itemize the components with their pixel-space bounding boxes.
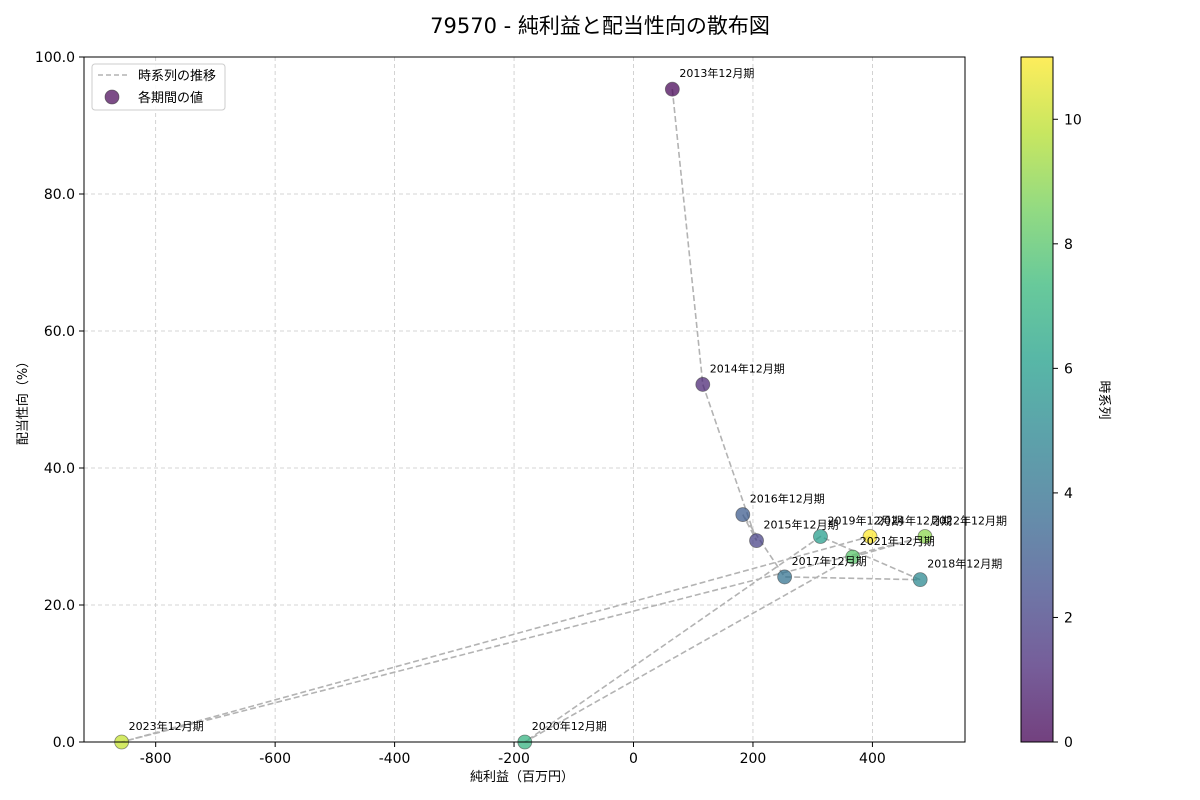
y-tick-label: 0.0 — [53, 735, 75, 751]
colorbar-frame — [1020, 56, 1054, 743]
x-tick-label: -600 — [259, 751, 291, 767]
x-tick-label: -400 — [379, 751, 411, 767]
x-tick-label: -200 — [498, 751, 530, 767]
data-point-label: 2023年12月期 — [129, 719, 204, 733]
data-point — [845, 549, 861, 565]
x-tick-label: 400 — [859, 751, 886, 767]
data-point — [813, 529, 828, 544]
x-tick-label: -800 — [140, 751, 172, 767]
point-labels: 2013年12月期 2014年12月期 2015年12月期 2016年12月期 2017… — [129, 66, 1007, 733]
colorbar-tick-label: 8 — [1064, 237, 1073, 253]
data-point-label: 2017年12月期 — [792, 554, 867, 568]
colorbar-tick-label: 10 — [1064, 112, 1082, 128]
colorbar-gradient — [1021, 57, 1053, 742]
data-point-label: 2016年12月期 — [750, 492, 825, 506]
chart-title: 79570 - 純利益と配当性向の散布図 — [430, 14, 770, 38]
data-point — [735, 507, 751, 522]
legend: 時系列の推移 各期間の値 — [91, 63, 226, 111]
data-point — [912, 572, 928, 588]
x-axis-label: 純利益（百万円） — [470, 770, 574, 785]
y-axis-ticks: 0.0 20.0 40.0 60.0 80.0 100.0 — [35, 50, 84, 751]
data-point-label: 2015年12月期 — [764, 518, 839, 532]
y-tick-label: 20.0 — [44, 598, 75, 614]
x-axis-ticks: -800 -600 -400 -200 0 200 400 — [140, 742, 886, 767]
x-tick-label: 200 — [740, 751, 767, 767]
series-points — [114, 81, 933, 750]
data-point-label: 2022年12月期 — [932, 514, 1007, 528]
data-point — [777, 569, 793, 585]
y-tick-label: 80.0 — [44, 187, 75, 203]
legend-marker-swatch — [104, 89, 120, 105]
plot-area — [83, 56, 966, 743]
colorbar-ticks: 0 2 4 6 8 10 — [1053, 112, 1082, 751]
y-axis-label: 配当性向（%） — [15, 355, 31, 445]
colorbar-tick-label: 2 — [1064, 610, 1073, 626]
data-point — [695, 377, 711, 392]
y-tick-label: 100.0 — [35, 50, 75, 66]
data-point — [749, 533, 764, 549]
data-point-label: 2020年12月期 — [532, 719, 607, 733]
x-tick-label: 0 — [629, 751, 638, 767]
data-point — [917, 529, 933, 544]
colorbar-tick-label: 4 — [1064, 486, 1073, 502]
data-point-label: 2024年12月期 — [877, 514, 952, 528]
legend-entry-trend: 時系列の推移 — [138, 69, 216, 84]
trend-line — [121, 89, 926, 743]
colorbar: 0 2 4 6 8 10 時系列 — [1020, 56, 1111, 751]
data-point — [664, 81, 680, 97]
grid — [84, 56, 965, 743]
data-point-label: 2013年12月期 — [679, 66, 754, 80]
colorbar-tick-label: 6 — [1064, 361, 1073, 377]
series-trend-line — [121, 89, 926, 743]
colorbar-label: 時系列 — [1096, 380, 1111, 419]
data-point — [862, 529, 878, 544]
data-point-label: 2019年12月期 — [827, 514, 902, 528]
y-tick-label: 60.0 — [44, 324, 75, 340]
data-point-label: 2014年12月期 — [710, 361, 785, 375]
data-point-label: 2021年12月期 — [860, 534, 935, 548]
y-tick-label: 40.0 — [44, 461, 75, 477]
legend-entry-values: 各期間の値 — [138, 90, 203, 106]
colorbar-tick-label: 0 — [1064, 735, 1073, 751]
